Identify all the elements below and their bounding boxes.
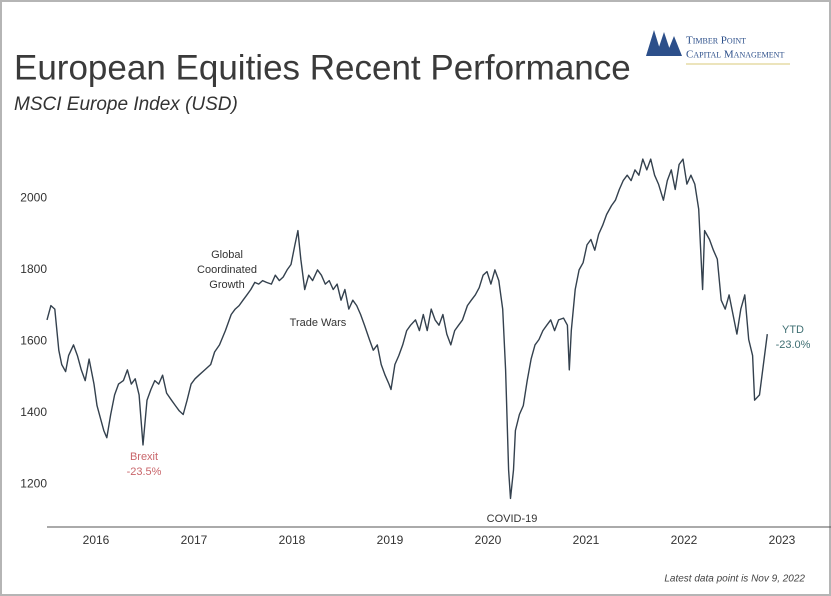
annotation: YTD <box>782 324 804 336</box>
annotation: Growth <box>209 279 244 291</box>
x-tick-label: 2019 <box>377 533 404 547</box>
logo-line: Capital Management <box>686 49 784 61</box>
logo-trees <box>646 30 682 56</box>
footnote: Latest data point is Nov 9, 2022 <box>664 574 805 585</box>
annotation: Trade Wars <box>290 317 347 329</box>
x-tick-label: 2017 <box>181 533 208 547</box>
annotation: Global <box>211 249 243 261</box>
x-tick-label: 2022 <box>671 533 698 547</box>
y-tick-label: 1400 <box>20 405 47 419</box>
y-tick-label: 1600 <box>20 333 47 347</box>
y-tick-label: 1800 <box>20 262 47 276</box>
x-tick-label: 2016 <box>83 533 110 547</box>
logo-line: Timber Point <box>686 35 746 47</box>
annotation: -23.0% <box>776 339 811 351</box>
annotation: Coordinated <box>197 264 257 276</box>
x-tick-label: 2021 <box>573 533 600 547</box>
y-tick-label: 1200 <box>20 476 47 490</box>
chart-title: European Equities Recent Performance <box>14 48 631 87</box>
annotation: Brexit <box>130 451 158 463</box>
price-line <box>46 158 768 500</box>
y-tick-label: 2000 <box>20 191 47 205</box>
x-tick-label: 2020 <box>475 533 502 547</box>
annotation: COVID-19 <box>487 513 538 525</box>
annotation: -23.5% <box>127 466 162 478</box>
x-tick-label: 2023 <box>769 533 796 547</box>
chart-subtitle: MSCI Europe Index (USD) <box>14 94 238 115</box>
logo: Timber Point Capital Management <box>646 30 790 65</box>
x-tick-label: 2018 <box>279 533 306 547</box>
